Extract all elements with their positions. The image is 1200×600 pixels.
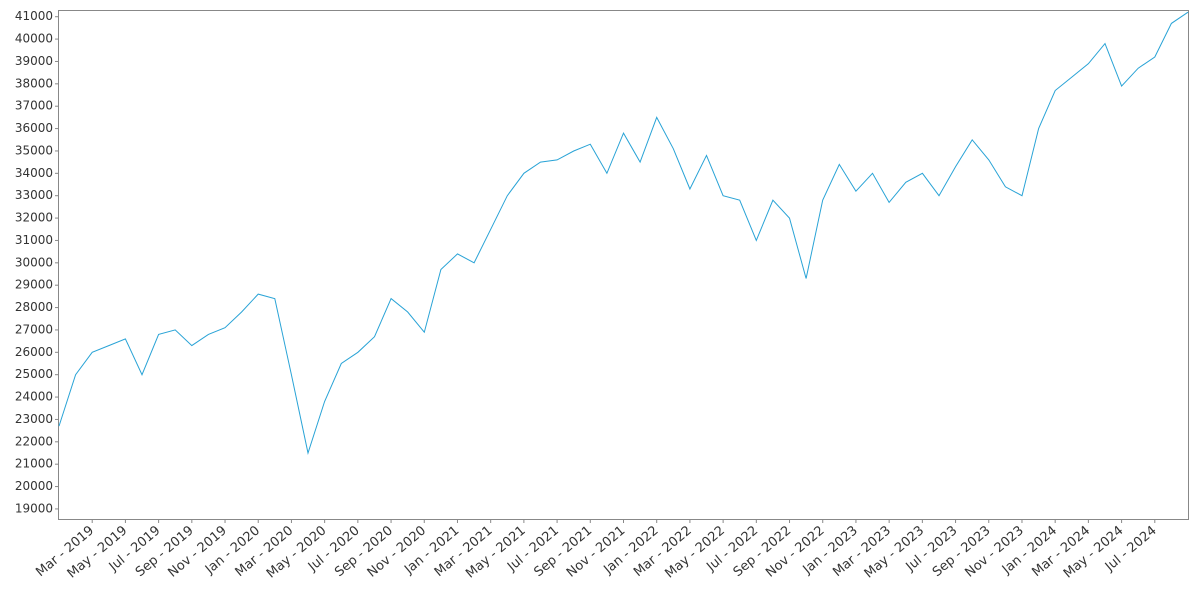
y-tick-label: 33000 <box>15 188 53 202</box>
data-line <box>58 11 1189 455</box>
y-tick-label: 40000 <box>15 32 53 46</box>
y-tick-label: 32000 <box>15 211 53 225</box>
y-tick-label: 39000 <box>15 54 53 68</box>
y-tick-label: 29000 <box>15 278 53 292</box>
y-tick-label: 27000 <box>15 322 53 336</box>
y-tick-label: 25000 <box>15 367 53 381</box>
y-tick-label: 31000 <box>15 233 53 247</box>
y-tick-label: 35000 <box>15 143 53 157</box>
y-tick-label: 28000 <box>15 300 53 314</box>
y-tick-label: 20000 <box>15 479 53 493</box>
y-tick-label: 26000 <box>15 345 53 359</box>
y-tick-label: 38000 <box>15 76 53 90</box>
y-tick-label: 19000 <box>15 501 53 515</box>
y-tick-label: 24000 <box>15 390 53 404</box>
y-tick-label: 36000 <box>15 121 53 135</box>
plot-frame <box>58 10 1189 520</box>
y-tick-label: 21000 <box>15 457 53 471</box>
y-tick-label: 22000 <box>15 434 53 448</box>
y-tick-label: 30000 <box>15 255 53 269</box>
y-tick-label: 37000 <box>15 99 53 113</box>
y-tick-label: 34000 <box>15 166 53 180</box>
y-tick-label: 23000 <box>15 412 53 426</box>
y-tick-label: 41000 <box>15 9 53 23</box>
